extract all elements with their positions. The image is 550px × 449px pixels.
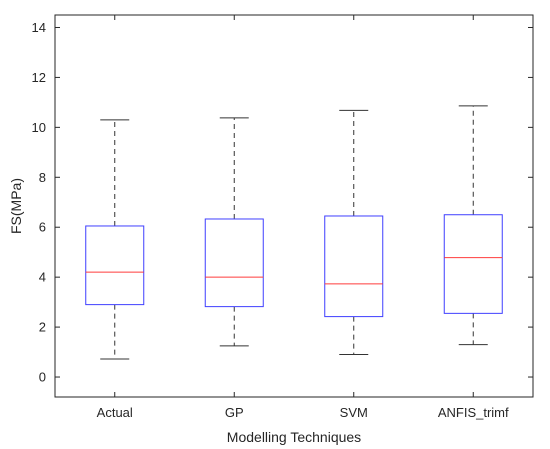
y-axis: 0 2 4 6 8 10 12 14 xyxy=(32,20,533,385)
y-tick-label: 8 xyxy=(39,170,46,185)
y-tick-label: 6 xyxy=(39,220,46,235)
box-rect xyxy=(324,215,384,318)
x-tick-label: SVM xyxy=(340,405,368,420)
x-axis: Actual GP SVM ANFIS_trimf xyxy=(97,15,509,420)
box-anfis-trimf xyxy=(443,105,503,346)
y-tick-label: 10 xyxy=(32,120,46,135)
y-tick-label: 0 xyxy=(39,370,46,385)
x-tick-label: Actual xyxy=(97,405,133,420)
box-rect xyxy=(204,218,264,308)
plot-area xyxy=(54,14,534,398)
boxes-group xyxy=(85,105,503,360)
y-tick-label: 14 xyxy=(32,20,46,35)
box-actual xyxy=(85,119,145,360)
box-rect xyxy=(443,214,503,314)
y-tick-label: 2 xyxy=(39,320,46,335)
box-rect xyxy=(85,225,145,306)
x-tick-label: GP xyxy=(225,405,244,420)
x-axis-label: Modelling Techniques xyxy=(227,429,361,445)
box-gp xyxy=(204,117,264,347)
y-tick-label: 12 xyxy=(32,70,46,85)
y-axis-label: FS(MPa) xyxy=(8,178,24,234)
x-tick-label: ANFIS_trimf xyxy=(438,405,509,420)
box-svm xyxy=(324,109,384,356)
y-tick-label: 4 xyxy=(39,270,46,285)
